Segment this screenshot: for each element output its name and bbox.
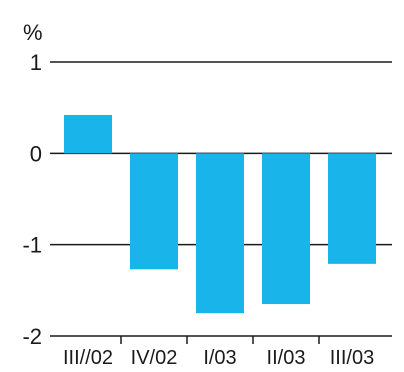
x-category-label: III/03 [330,347,374,369]
x-category-label: IV/02 [131,347,178,369]
x-category-label: II/03 [267,347,306,369]
y-tick-label: 0 [30,141,42,166]
y-tick-label: 1 [30,50,42,75]
bar [64,114,112,154]
y-unit-label: % [23,20,43,45]
y-tick-label: -2 [22,324,42,349]
bar [196,153,244,314]
bar [262,153,310,305]
x-axis-category-labels: III//02 IV/02 I/03 II/03 III/03 [63,347,374,369]
x-axis-ticks [120,336,320,344]
bars [64,114,376,314]
x-category-label: I/03 [203,347,236,369]
bar [328,153,376,264]
x-category-label: III//02 [63,347,113,369]
y-tick-label: -1 [22,233,42,258]
bar [130,153,178,270]
y-axis-tick-labels: 1 0 -1 -2 [22,50,42,349]
